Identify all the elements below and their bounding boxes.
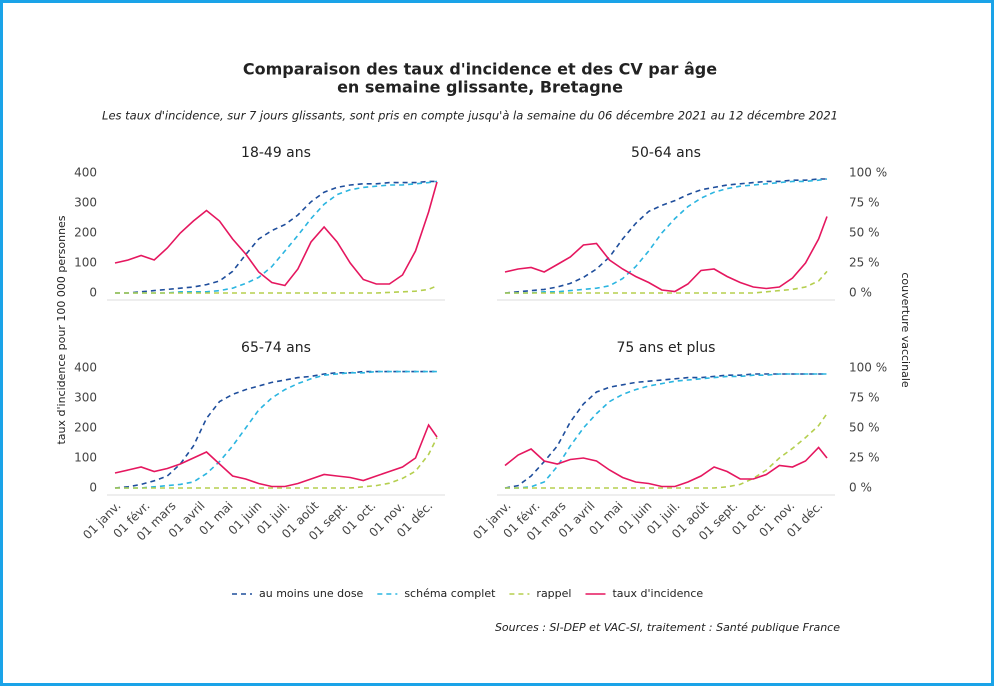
y-tick-label: 400 (74, 166, 97, 180)
source: Sources : SI-DEP et VAC-SI, traitement :… (495, 621, 840, 634)
y2-tick-label: 75 % (849, 391, 880, 405)
series-line (114, 181, 438, 287)
series-line (504, 178, 827, 294)
y2-tick-label: 25 % (849, 256, 880, 270)
y2-tick-label: 25 % (849, 451, 880, 465)
y-tick-label: 400 (74, 361, 97, 375)
chart-title: Comparaison des taux d'incidence et des … (243, 60, 717, 79)
series-line (115, 437, 438, 489)
series-line (505, 178, 828, 294)
series-line (115, 370, 437, 489)
legend-label: rappel (536, 587, 571, 600)
panel-title: 75 ans et plus (617, 340, 716, 356)
series-line (115, 285, 438, 294)
series-line (505, 270, 828, 294)
panel-title: 18-49 ans (241, 145, 311, 161)
y-tick-label: 200 (74, 421, 97, 435)
panel-title: 50-64 ans (631, 145, 701, 161)
y2-tick-label: 0 % (849, 286, 872, 300)
y-tick-label: 100 (74, 451, 97, 465)
series-line (505, 373, 827, 489)
y-axis-label: taux d'incidence pour 100 000 personnes (55, 215, 68, 444)
y2-tick-label: 100 % (849, 361, 887, 375)
series-line (115, 180, 438, 294)
y-tick-label: 100 (74, 256, 97, 270)
chart-title: en semaine glissante, Bretagne (337, 78, 623, 97)
series-line (504, 446, 828, 488)
series-line (504, 216, 828, 293)
series-line (505, 413, 828, 489)
legend-label: schéma complet (404, 587, 496, 600)
y2-tick-label: 75 % (849, 196, 880, 210)
y-tick-label: 0 (89, 286, 97, 300)
y2-tick-label: 50 % (849, 421, 880, 435)
y-tick-label: 300 (74, 391, 97, 405)
series-line (114, 370, 437, 489)
series-line (115, 180, 437, 294)
y-tick-label: 300 (74, 196, 97, 210)
y-tick-label: 200 (74, 226, 97, 240)
y2-tick-label: 50 % (849, 226, 880, 240)
y2-tick-label: 100 % (849, 166, 887, 180)
panel-title: 65-74 ans (241, 340, 311, 356)
subtitle: Les taux d'incidence, sur 7 jours glissa… (102, 109, 838, 123)
legend-label: au moins une dose (259, 587, 364, 600)
y2-tick-label: 0 % (849, 481, 872, 495)
series-line (114, 423, 438, 488)
y-tick-label: 0 (89, 481, 97, 495)
y2-axis-label: couverture vaccinale (899, 272, 912, 388)
legend-label: taux d'incidence (612, 587, 703, 600)
